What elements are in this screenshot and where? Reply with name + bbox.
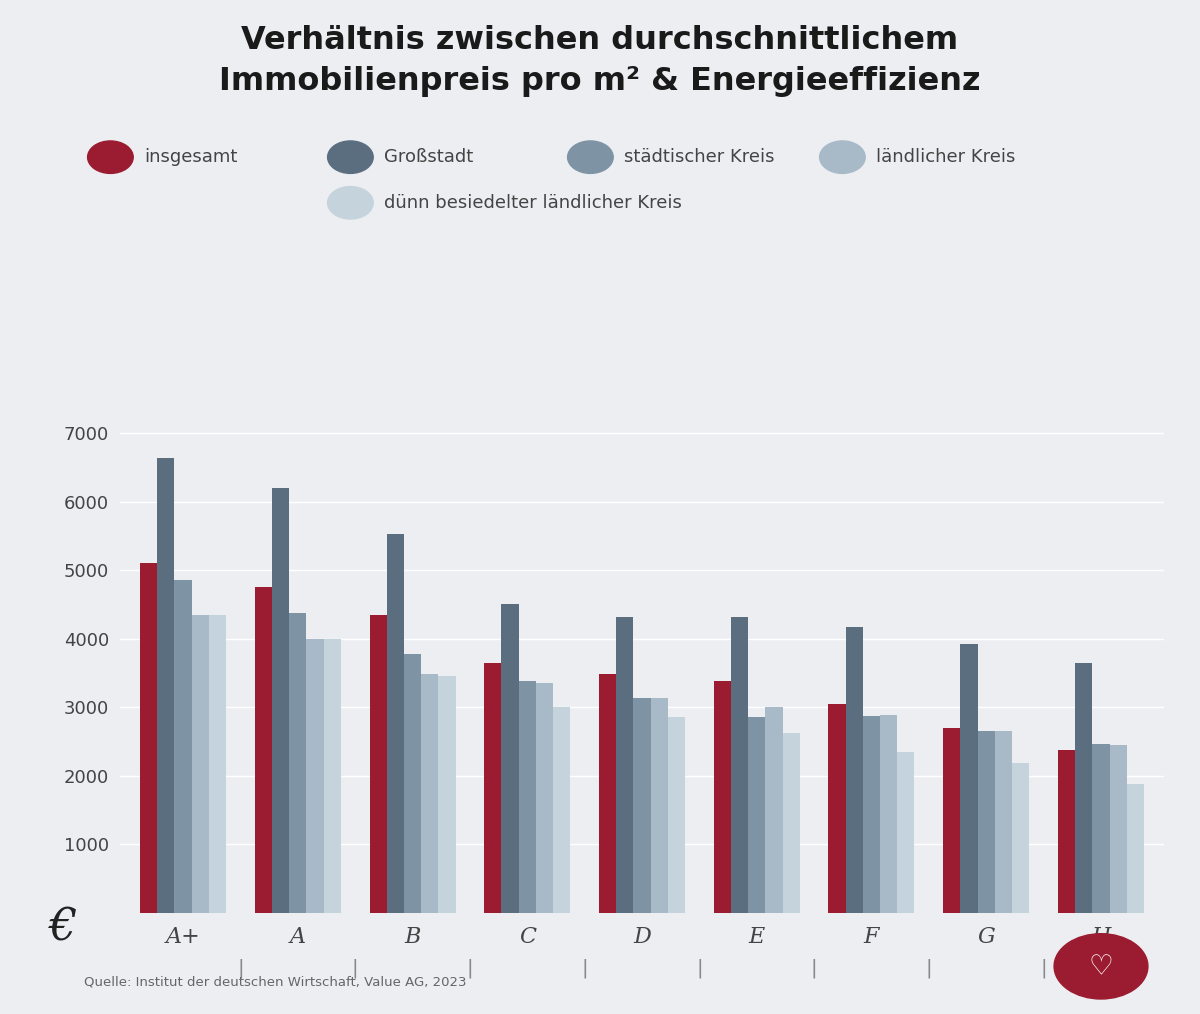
Bar xyxy=(714,681,731,913)
Text: dünn besiedelter ländlicher Kreis: dünn besiedelter ländlicher Kreis xyxy=(384,194,682,212)
Bar xyxy=(209,614,226,913)
Bar xyxy=(943,728,960,913)
Bar xyxy=(386,534,404,913)
Text: Quelle: Institut der deutschen Wirtschaft, Value AG, 2023: Quelle: Institut der deutschen Wirtschaf… xyxy=(84,975,467,989)
Bar xyxy=(650,699,668,913)
Text: ♡: ♡ xyxy=(1088,954,1114,982)
Bar xyxy=(192,614,209,913)
Text: |: | xyxy=(696,958,703,977)
Text: |: | xyxy=(1040,958,1046,977)
Text: Immobilienpreis pro m² & Energieeffizienz: Immobilienpreis pro m² & Energieeffizien… xyxy=(220,66,980,97)
Bar xyxy=(978,731,995,913)
Bar xyxy=(782,733,799,913)
Bar xyxy=(898,751,914,913)
Text: Großstadt: Großstadt xyxy=(384,148,473,166)
Bar xyxy=(1127,785,1144,913)
Bar xyxy=(438,675,456,913)
Text: städtischer Kreis: städtischer Kreis xyxy=(624,148,774,166)
Bar xyxy=(485,662,502,913)
Text: ländlicher Kreis: ländlicher Kreis xyxy=(876,148,1015,166)
Bar xyxy=(140,563,157,913)
Text: Verhältnis zwischen durchschnittlichem: Verhältnis zwischen durchschnittlichem xyxy=(241,25,959,57)
Text: €: € xyxy=(48,907,77,949)
Bar xyxy=(828,704,846,913)
Bar xyxy=(254,587,272,913)
Bar xyxy=(846,627,863,913)
Bar xyxy=(306,639,324,913)
Bar xyxy=(289,612,306,913)
Bar xyxy=(731,617,748,913)
Bar xyxy=(880,715,898,913)
Text: |: | xyxy=(811,958,817,977)
Bar xyxy=(157,458,174,913)
Bar xyxy=(370,614,386,913)
Text: |: | xyxy=(238,958,244,977)
Text: |: | xyxy=(467,958,473,977)
Bar xyxy=(599,674,616,913)
Circle shape xyxy=(1054,934,1148,999)
Bar xyxy=(634,699,650,913)
Bar xyxy=(553,707,570,913)
Bar xyxy=(960,644,978,913)
Bar xyxy=(766,707,782,913)
Bar xyxy=(863,716,880,913)
Bar xyxy=(518,681,536,913)
Bar xyxy=(1092,744,1110,913)
Text: |: | xyxy=(925,958,932,977)
Text: |: | xyxy=(352,958,359,977)
Bar xyxy=(1110,745,1127,913)
Bar xyxy=(421,674,438,913)
Bar xyxy=(174,580,192,913)
Bar xyxy=(324,639,341,913)
Bar xyxy=(404,654,421,913)
Bar xyxy=(272,488,289,913)
Text: insgesamt: insgesamt xyxy=(144,148,238,166)
Bar xyxy=(995,731,1012,913)
Bar xyxy=(668,717,685,913)
Bar xyxy=(1058,750,1075,913)
Text: |: | xyxy=(581,958,588,977)
Bar xyxy=(616,617,634,913)
Bar xyxy=(536,683,553,913)
Bar xyxy=(502,604,518,913)
Bar xyxy=(1075,662,1092,913)
Bar xyxy=(1012,764,1030,913)
Bar xyxy=(748,717,766,913)
